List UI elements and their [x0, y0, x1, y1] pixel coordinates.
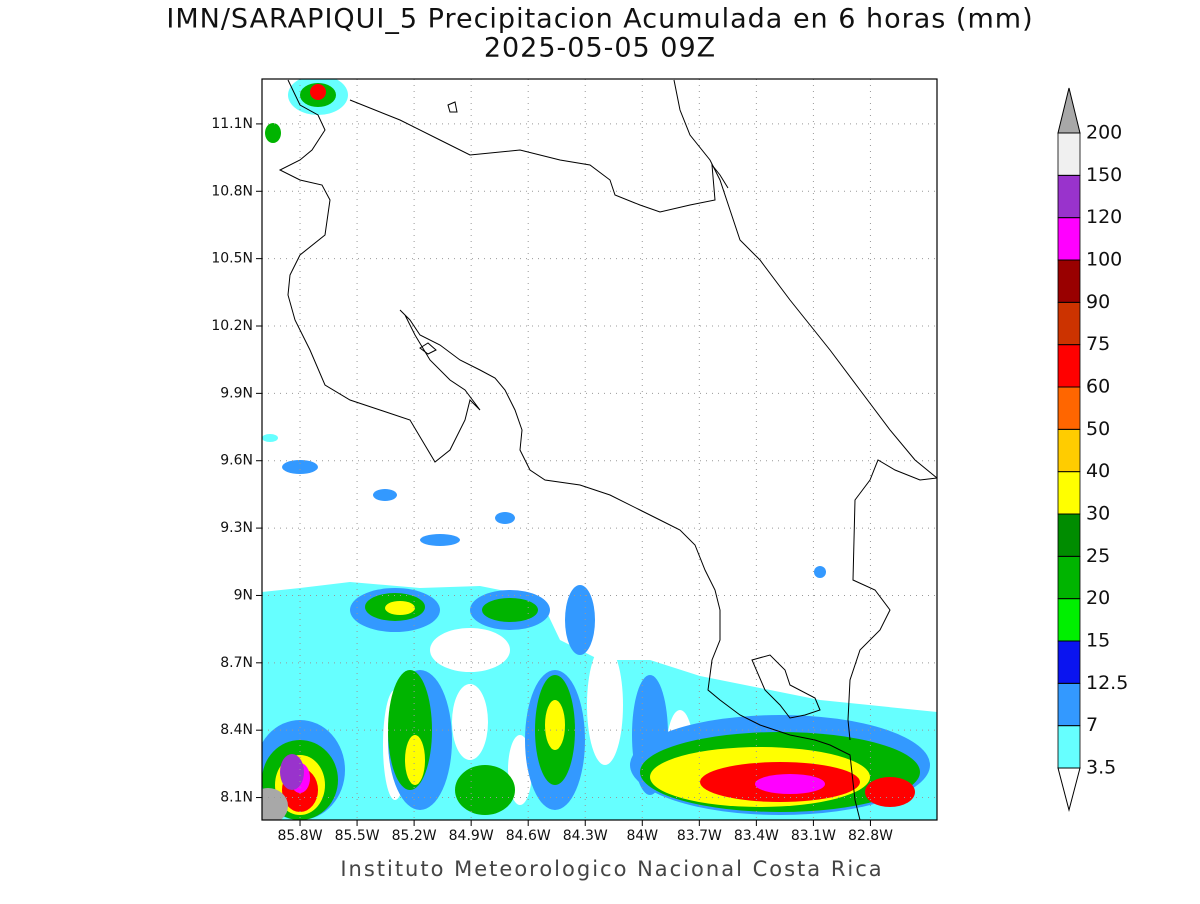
y-tick-label: 9.3N: [220, 520, 253, 536]
colorbar-label: 90: [1086, 291, 1110, 313]
colorbar-swatch: [1057, 640, 1081, 684]
y-tick-label: 10.5N: [211, 251, 253, 267]
colorbar-label: 120: [1086, 206, 1122, 228]
y-tick-label: 11.1N: [211, 116, 253, 132]
x-tick-label: 85.5W: [335, 828, 380, 844]
y-tick-label: 8.7N: [220, 655, 253, 671]
colorbar-swatch: [1057, 513, 1081, 557]
colorbar-swatch: [1057, 682, 1081, 727]
colorbar-swatch: [1057, 386, 1081, 430]
colorbar-swatch: [1057, 344, 1081, 388]
colorbar-swatch: [1057, 259, 1081, 303]
colorbar-label: 3.5: [1086, 757, 1116, 779]
colorbar-swatch: [1057, 174, 1081, 219]
colorbar-label: 7: [1086, 714, 1098, 736]
x-tick-label: 84.3W: [563, 828, 608, 844]
x-tick-label: 84.6W: [506, 828, 551, 844]
colorbar-label: 12.5: [1086, 672, 1128, 694]
y-tick-label: 9.6N: [220, 453, 253, 469]
colorbar-label: 100: [1086, 249, 1122, 271]
colorbar-under: [1057, 767, 1081, 812]
colorbar-label: 200: [1086, 122, 1122, 144]
y-tick-label: 9N: [234, 587, 253, 603]
colorbar-swatch: [1057, 217, 1081, 261]
subtitle: 2025-05-05 09Z: [484, 33, 716, 64]
colorbar-label: 30: [1086, 503, 1110, 525]
y-tick-label: 10.8N: [211, 183, 253, 199]
colorbar-swatch: [1057, 725, 1081, 769]
coastlines: [278, 79, 937, 820]
map-frame: [261, 78, 938, 821]
colorbar-label: 60: [1086, 376, 1110, 398]
colorbar-label: 20: [1086, 587, 1110, 609]
y-tick-label: 8.4N: [220, 722, 253, 738]
x-tick-label: 84W: [626, 828, 658, 844]
y-tick-label: 8.1N: [220, 790, 253, 806]
colorbar-label: 150: [1086, 164, 1122, 186]
colorbar-swatch: [1057, 428, 1081, 473]
colorbar-label: 15: [1086, 630, 1110, 652]
colorbar-swatch: [1057, 598, 1081, 642]
title: IMN/SARAPIQUI_5 Precipitacion Acumulada …: [166, 4, 1033, 35]
y-tick-label: 10.2N: [211, 318, 253, 334]
colorbar-label: 50: [1086, 418, 1110, 440]
colorbar: 3.5 7 12.5 15 20 25 30 40 50 60 75 90 100 120 150 200: [1057, 87, 1128, 812]
colorbar-swatch: [1057, 471, 1081, 515]
colorbar-label: 40: [1086, 460, 1110, 482]
precip-field: [262, 79, 937, 820]
x-tick-label: 82.8W: [848, 828, 893, 844]
footer: Instituto Meteorologico Nacional Costa R…: [340, 857, 883, 881]
colorbar-over: [1057, 87, 1081, 134]
colorbar-swatch: [1057, 301, 1081, 346]
colorbar-label: 25: [1086, 545, 1110, 567]
x-tick-label: 85.8W: [278, 828, 323, 844]
x-tick-label: 83.7W: [677, 828, 722, 844]
x-tick-label: 84.9W: [449, 828, 494, 844]
colorbar-swatch: [1057, 132, 1081, 176]
colorbar-label: 75: [1086, 333, 1110, 355]
x-tick-label: 85.2W: [392, 828, 437, 844]
x-tick-label: 83.4W: [734, 828, 779, 844]
axis-ticks: 85.8W 85.5W 85.2W 84.9W 84.6W 84.3W 84W 83.7W 83…: [211, 116, 893, 844]
x-tick-label: 83.1W: [791, 828, 836, 844]
y-tick-label: 9.9N: [220, 385, 253, 401]
colorbar-swatch: [1057, 555, 1081, 600]
